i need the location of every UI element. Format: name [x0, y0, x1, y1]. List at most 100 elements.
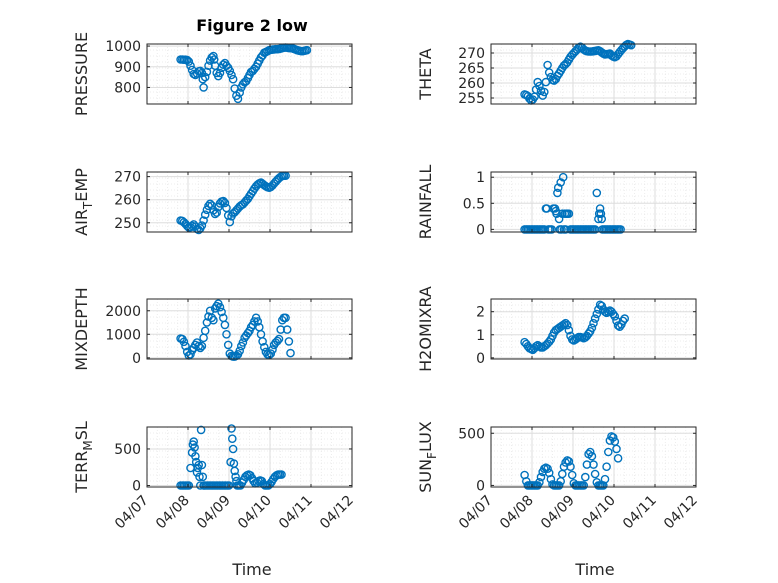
pressure-data-point [209, 55, 219, 64]
terrmsl-data-point [196, 425, 206, 435]
pressure-data-point [200, 72, 210, 82]
pressure-y-tick-label: 900 [114, 60, 141, 76]
rainfall-data-point [552, 209, 561, 218]
h2omixra-data-point [610, 311, 620, 321]
airtemp-data-point [225, 217, 235, 227]
mixdepth-axes: 0 1000 2000 MIXDEPTH [72, 287, 353, 371]
sunflux-data-point [589, 460, 598, 469]
sunflux-y-tick-label: 500 [458, 426, 485, 442]
terrmsl-data-point [227, 434, 237, 444]
sunflux-data-point [581, 472, 590, 482]
rainfall-data-point [597, 214, 607, 224]
sunflux-data-point [608, 433, 618, 442]
terrmsl-data-point [224, 481, 234, 490]
terrmsl-data-point [184, 481, 194, 490]
rainfall-axes-box [490, 171, 697, 233]
sunflux-axes-box [490, 426, 697, 488]
sunflux-data-point [566, 462, 575, 472]
mixdepth-data-point [273, 336, 282, 346]
airtemp-y-label-part: AIR [72, 209, 91, 236]
h2omixra-data-point [618, 316, 628, 326]
airtemp-y-tick-label: 270 [114, 170, 141, 186]
sunflux-y-label-subscript: F [425, 452, 439, 459]
sunflux-y-label-part: LUX [416, 421, 435, 452]
theta-y-tick-label: 255 [458, 91, 485, 107]
airtemp-y-axis-label: AIRTEMP [72, 168, 95, 236]
rainfall-data-point [557, 225, 566, 234]
mixdepth-data-point [200, 326, 210, 336]
terrmsl-y-tick-label: 0 [132, 479, 141, 495]
mixdepth-y-tick-label: 2000 [105, 304, 141, 320]
mixdepth-data-point [268, 345, 277, 354]
terrmsl-y-label-part: TERR [72, 451, 91, 494]
mixdepth-data-point [222, 329, 231, 339]
mixdepth-data-point [274, 334, 284, 344]
rainfall-y-tick-label: 0.5 [463, 196, 485, 212]
mixdepth-data-point [281, 313, 290, 323]
mixdepth-data-point [223, 340, 233, 350]
sunflux-data-point [587, 451, 597, 461]
airtemp-axes-box [146, 171, 353, 233]
h2omixra-data-point [587, 323, 597, 333]
mixdepth-data-point [220, 320, 230, 330]
h2omixra-y-axis-label: H2OMIXRA [416, 286, 435, 372]
sunflux-y-axis-label: SUNFLUX [416, 421, 439, 493]
airtemp-data-point [204, 201, 213, 211]
h2omixra-axes-box [490, 298, 697, 360]
terrmsl-data-point [191, 451, 200, 461]
theta-axes-box [490, 43, 697, 105]
sunflux-data-point [612, 444, 621, 454]
rainfall-data-point [556, 178, 566, 187]
mixdepth-data-point [209, 315, 218, 325]
mixdepth-data-point [286, 348, 295, 358]
pressure-data-point [184, 57, 194, 66]
mixdepth-data-point [284, 337, 294, 346]
mixdepth-data-point [253, 317, 263, 326]
mixdepth-y-tick-label: 1000 [105, 327, 141, 343]
pressure-data-point [235, 88, 244, 97]
airtemp-data-point [199, 216, 208, 225]
pressure-data-point [225, 66, 235, 76]
terrmsl-data-point [190, 443, 199, 452]
h2omixra-data-point [620, 314, 630, 323]
pressure-data-point [209, 51, 218, 61]
terrmsl-data-point [189, 437, 198, 446]
pressure-data-point [227, 70, 236, 80]
terrmsl-data-point [277, 470, 286, 479]
rainfall-data-point [553, 188, 562, 198]
terrmsl-data-point [194, 460, 203, 470]
h2omixra-y-tick-label: 0 [476, 351, 485, 367]
rainfall-data-point [553, 183, 563, 192]
theta-data-point [533, 77, 543, 87]
sunflux-data-point [554, 481, 564, 490]
airtemp-y-tick-label: 260 [114, 193, 141, 209]
h2omixra-data-point [559, 320, 569, 329]
pressure-data-point [302, 45, 312, 55]
mixdepth-data-point [238, 338, 248, 347]
rainfall-y-axis-label: RAINFALL [416, 165, 435, 240]
terrmsl-data-point [197, 460, 207, 470]
mixdepth-data-point [266, 349, 276, 358]
pressure-data-point [207, 53, 217, 62]
mixdepth-data-point [195, 343, 205, 353]
h2omixra-data-point [600, 307, 610, 317]
mixdepth-axes-box [146, 298, 353, 360]
rainfall-data-point [592, 188, 602, 198]
pressure-data-point [198, 74, 208, 84]
airtemp-data-point [197, 221, 207, 230]
rainfall-data-point [542, 204, 552, 213]
rainfall-data-point [594, 214, 603, 224]
terrmsl-data-point [228, 444, 238, 454]
sunflux-data-point [613, 453, 623, 463]
sunflux-data-point [590, 469, 600, 479]
h2omixra-data-point [592, 309, 602, 319]
h2omixra-y-tick-label: 1 [476, 328, 485, 344]
airtemp-data-point [210, 209, 220, 219]
airtemp-data-point [212, 208, 221, 217]
terrmsl-y-tick-label: 500 [114, 442, 141, 458]
theta-data-point [535, 81, 544, 91]
terrmsl-axes-box [146, 426, 353, 488]
h2omixra-y-tick-label: 2 [476, 305, 485, 321]
mixdepth-data-point [194, 341, 203, 351]
